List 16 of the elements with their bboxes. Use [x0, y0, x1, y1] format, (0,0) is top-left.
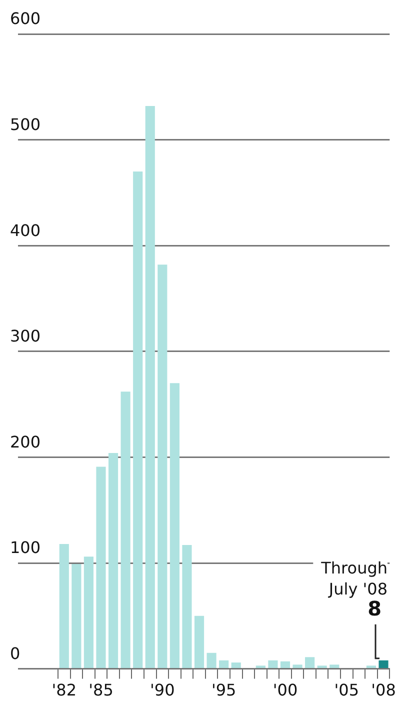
annotation: Through July '08 [320, 558, 388, 598]
x-tick-label: '82 [52, 680, 77, 700]
x-tick-label: '85 [88, 680, 114, 700]
y-tick-label: 200 [10, 432, 41, 452]
x-tick-label: '90 [150, 680, 175, 700]
y-tick-label: 0 [10, 644, 20, 663]
x-tick-label: '00 [272, 680, 298, 700]
y-tick-label: 600 [10, 9, 41, 28]
y-tick-label: 300 [10, 326, 41, 346]
x-tick-label: '95 [211, 680, 236, 700]
y-tick-label: 500 [10, 114, 41, 134]
y-tick-label: 400 [10, 220, 41, 240]
data-label: 8 [368, 596, 382, 621]
y-tick-label: 100 [10, 538, 41, 558]
x-tick-label: '05 [334, 680, 360, 700]
x-tick-label: '08 [371, 680, 396, 700]
